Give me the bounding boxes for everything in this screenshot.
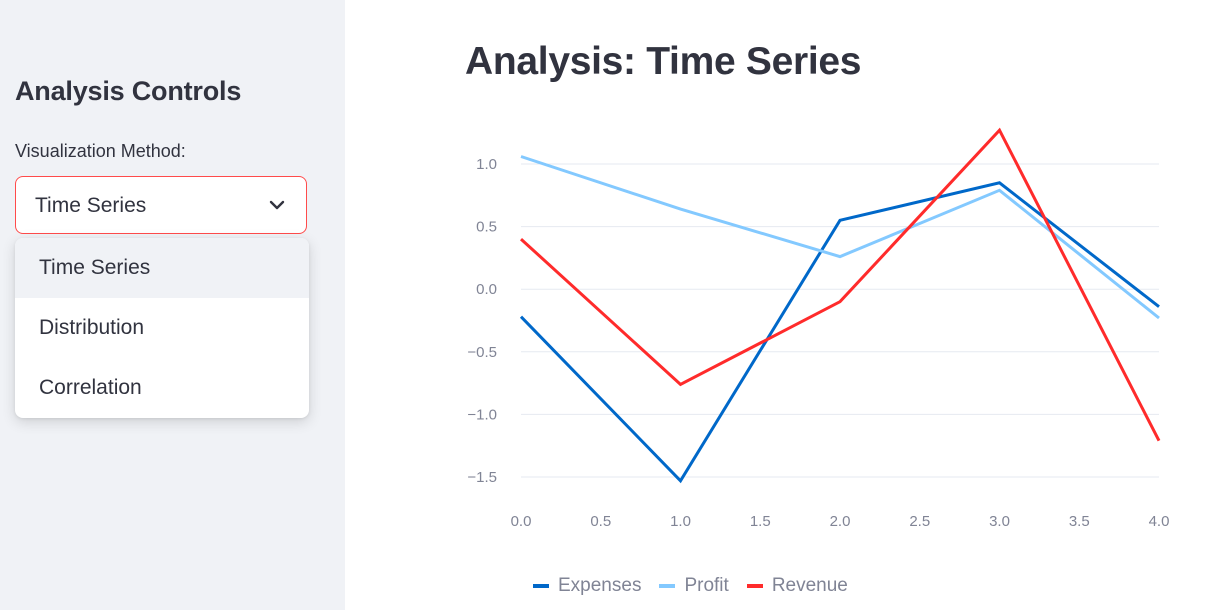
legend-swatch-revenue <box>746 584 763 588</box>
y-tick-label: −0.5 <box>467 344 497 361</box>
legend-item-profit[interactable]: Profit <box>659 575 729 597</box>
chevron-down-icon <box>269 200 285 210</box>
x-tick-label: 2.0 <box>830 513 851 530</box>
y-tick-label: −1.0 <box>467 406 497 423</box>
x-tick-label: 1.0 <box>670 513 691 530</box>
page-title: Analysis: Time Series <box>465 40 862 83</box>
y-tick-label: 0.0 <box>476 281 497 298</box>
x-tick-label: 0.0 <box>511 513 532 530</box>
x-tick-label: 3.5 <box>1069 513 1090 530</box>
x-tick-label: 2.5 <box>909 513 930 530</box>
sidebar: Analysis Controls Visualization Method: … <box>0 0 345 610</box>
legend-label-expenses: Expenses <box>558 575 642 596</box>
x-tick-label: 3.0 <box>989 513 1010 530</box>
legend-label-profit: Profit <box>684 575 729 596</box>
x-tick-label: 1.5 <box>750 513 771 530</box>
chart-canvas: 1.0 0.5 0.0 −0.5 −1.0 −1.5 0.0 0.5 1.0 1.5 2.0 2.5 3… <box>467 127 1170 530</box>
option-time-series[interactable]: Time Series <box>15 238 309 298</box>
legend-item-expenses[interactable]: Expenses <box>533 575 641 597</box>
visualization-method-select[interactable]: Time Series <box>15 176 307 234</box>
sidebar-title: Analysis Controls <box>15 76 242 106</box>
series-line-profit <box>520 155 1160 320</box>
series-line-expenses <box>519 181 1160 484</box>
option-distribution[interactable]: Distribution <box>39 316 145 339</box>
option-correlation[interactable]: Correlation <box>39 376 142 399</box>
x-tick-label: 4.0 <box>1149 513 1170 530</box>
visualization-method-dropdown: Time Series Distribution Correlation <box>15 238 309 418</box>
legend-label-revenue: Revenue <box>771 575 848 596</box>
legend-swatch-profit <box>659 584 676 588</box>
line-chart[interactable]: 1.0 0.5 0.0 −0.5 −1.0 −1.5 0.0 0.5 1.0 1.5 2.0 2.5 3… <box>440 110 1200 610</box>
y-tick-label: 0.5 <box>476 219 497 236</box>
y-tick-label: 1.0 <box>476 156 497 173</box>
visualization-method-label: Visualization Method: <box>15 141 186 161</box>
select-current-value: Time Series <box>35 194 147 217</box>
legend-swatch-expenses <box>533 584 549 588</box>
y-tick-label: −1.5 <box>467 469 497 486</box>
chart-legend: Expenses Profit Revenue <box>533 573 866 599</box>
legend-item-revenue[interactable]: Revenue <box>746 575 848 597</box>
series-line-revenue <box>519 127 1161 442</box>
x-tick-label: 0.5 <box>590 513 611 530</box>
